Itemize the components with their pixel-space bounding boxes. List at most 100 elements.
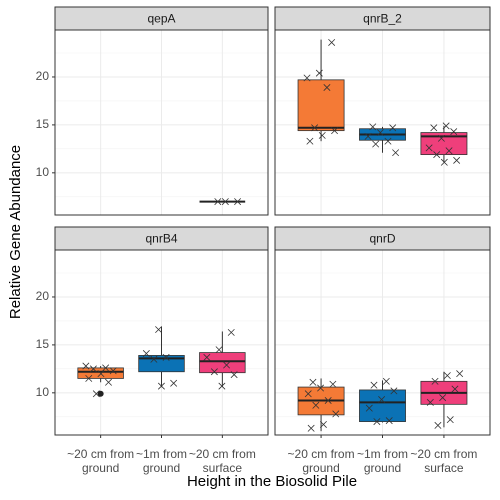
data-point [439, 394, 447, 402]
data-point [370, 381, 378, 389]
data-point [162, 353, 170, 361]
x-axis-title: Height in the Biosolid Pile [187, 473, 357, 490]
data-point [312, 401, 320, 409]
x-tick-label: ground [82, 461, 119, 475]
data-point [223, 361, 231, 369]
data-point [105, 378, 112, 386]
data-point [373, 418, 381, 426]
data-point [307, 424, 315, 432]
data-point [378, 396, 386, 404]
data-point [303, 74, 311, 82]
data-point [434, 421, 442, 429]
data-point [324, 397, 332, 404]
data-point [221, 198, 229, 206]
data-point [440, 158, 448, 166]
data-point [431, 377, 439, 385]
data-point [315, 69, 323, 77]
x-tick-label: ~1m from [357, 447, 408, 461]
data-point [97, 370, 105, 378]
data-point [102, 364, 110, 372]
x-tick-label: ground [302, 461, 339, 475]
data-point [304, 390, 312, 398]
data-point [150, 355, 158, 363]
data-point [109, 367, 117, 375]
data-point [426, 398, 434, 406]
x-tick-label: ground [143, 461, 180, 475]
y-tick-label: 15 [36, 117, 50, 131]
data-point [170, 379, 178, 387]
data-point [331, 127, 339, 135]
data-point [456, 370, 464, 378]
data-point [451, 385, 459, 393]
x-tick-label: surface [424, 461, 464, 475]
data-point [369, 123, 377, 131]
data-point [392, 149, 400, 157]
y-tick-label: 10 [36, 165, 50, 179]
facet-title: qnrB_2 [363, 12, 402, 26]
data-point [430, 124, 438, 132]
data-point [446, 416, 454, 424]
x-tick-label: ~20 cm from [189, 447, 256, 461]
box [199, 352, 246, 374]
data-point [390, 387, 398, 395]
data-point [306, 137, 314, 145]
x-tick-label: ~20 cm from [67, 447, 134, 461]
box [138, 355, 185, 373]
data-point [323, 84, 331, 91]
box [420, 132, 468, 156]
y-axis-title: Relative Gene Abundance [7, 145, 24, 319]
data-point [317, 384, 325, 392]
data-point [329, 380, 337, 388]
data-point [214, 198, 222, 206]
data-point [425, 144, 433, 152]
x-tick-label: ground [364, 461, 401, 475]
data-point [230, 371, 238, 379]
data-point [318, 131, 326, 139]
data-point [203, 353, 211, 361]
data-point [437, 134, 445, 142]
x-tick-label: ~1m from [136, 447, 187, 461]
y-tick-label: 15 [36, 337, 50, 351]
panel-border [274, 249, 491, 436]
data-point [155, 326, 163, 334]
data-point [364, 132, 372, 140]
data-point [382, 377, 390, 385]
data-point [85, 374, 93, 382]
facet-title: qnrB4 [145, 232, 177, 246]
data-point [385, 417, 393, 425]
data-point [311, 124, 319, 132]
data-point [227, 328, 235, 336]
facet-title: qnrD [369, 232, 395, 246]
data-point [376, 129, 384, 137]
data-point [443, 372, 451, 380]
panel-border [54, 29, 269, 216]
data-point [365, 404, 373, 412]
data-point [445, 147, 453, 155]
y-tick-label: 10 [36, 385, 50, 399]
data-point [309, 378, 317, 386]
panel-border [54, 249, 269, 436]
x-tick-label: ~20 cm from [410, 447, 477, 461]
data-point [442, 122, 450, 130]
y-tick-label: 20 [36, 69, 50, 83]
panel-border [274, 29, 491, 216]
data-point [218, 382, 226, 390]
data-point [372, 140, 380, 148]
data-point [450, 128, 458, 136]
x-tick-label: surface [203, 461, 243, 475]
data-point [157, 382, 165, 390]
y-tick-label: 20 [36, 289, 50, 303]
x-tick-label: ~20 cm from [288, 447, 355, 461]
data-point [92, 390, 100, 398]
outlier [97, 390, 104, 397]
data-point [215, 346, 223, 354]
data-point [332, 410, 340, 418]
data-point [389, 124, 397, 132]
data-point [328, 38, 336, 46]
data-point [234, 198, 242, 206]
facet-title: qepA [147, 12, 175, 26]
data-point [433, 151, 441, 159]
data-point [319, 420, 327, 428]
data-point [453, 156, 461, 164]
